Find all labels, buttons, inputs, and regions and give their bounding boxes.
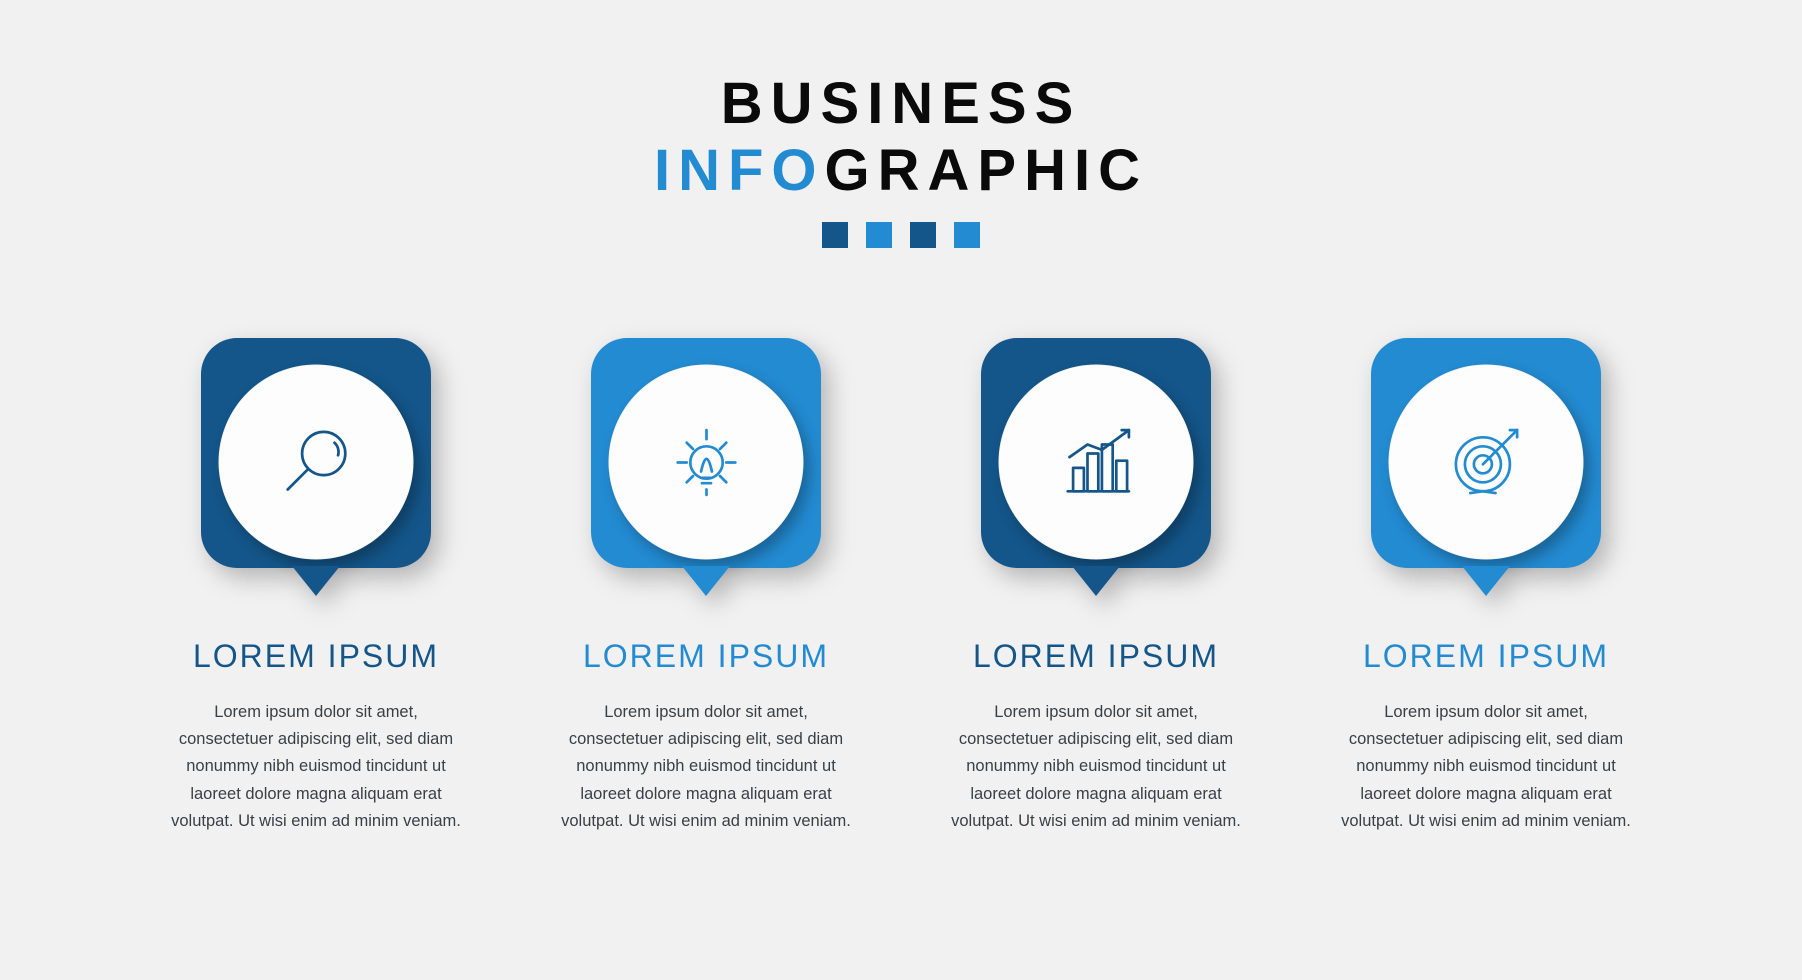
card-body: Lorem ipsum dolor sit amet, consectetuer… — [166, 699, 466, 835]
title-accent: INFO — [654, 138, 825, 203]
card-body: Lorem ipsum dolor sit amet, consectetuer… — [556, 699, 856, 835]
icon-circle — [999, 365, 1194, 560]
title-line-1: BUSINESS — [654, 70, 1148, 137]
card-4: LOREM IPSUM Lorem ipsum dolor sit amet, … — [1336, 338, 1636, 835]
magnifier-icon — [271, 417, 361, 507]
pin-4 — [1371, 338, 1601, 568]
icon-circle — [609, 365, 804, 560]
pin-3 — [981, 338, 1211, 568]
decor-square — [910, 222, 936, 248]
card-title: LOREM IPSUM — [583, 638, 829, 675]
pin-1 — [201, 338, 431, 568]
pin-2 — [591, 338, 821, 568]
bar-chart-icon — [1051, 417, 1141, 507]
card-title: LOREM IPSUM — [973, 638, 1219, 675]
card-row: LOREM IPSUM Lorem ipsum dolor sit amet, … — [166, 338, 1636, 835]
icon-circle — [1389, 365, 1584, 560]
card-body: Lorem ipsum dolor sit amet, consectetuer… — [946, 699, 1246, 835]
icon-circle — [219, 365, 414, 560]
card-body: Lorem ipsum dolor sit amet, consectetuer… — [1336, 699, 1636, 835]
decor-squares — [654, 222, 1148, 248]
card-title: LOREM IPSUM — [193, 638, 439, 675]
card-2: LOREM IPSUM Lorem ipsum dolor sit amet, … — [556, 338, 856, 835]
target-icon — [1441, 417, 1531, 507]
decor-square — [954, 222, 980, 248]
card-3: LOREM IPSUM Lorem ipsum dolor sit amet, … — [946, 338, 1246, 835]
title-rest: GRAPHIC — [825, 138, 1148, 203]
lightbulb-icon — [661, 417, 751, 507]
card-1: LOREM IPSUM Lorem ipsum dolor sit amet, … — [166, 338, 466, 835]
decor-square — [866, 222, 892, 248]
title-line-2: INFOGRAPHIC — [654, 137, 1148, 204]
decor-square — [822, 222, 848, 248]
card-title: LOREM IPSUM — [1363, 638, 1609, 675]
header: BUSINESS INFOGRAPHIC — [654, 70, 1148, 248]
